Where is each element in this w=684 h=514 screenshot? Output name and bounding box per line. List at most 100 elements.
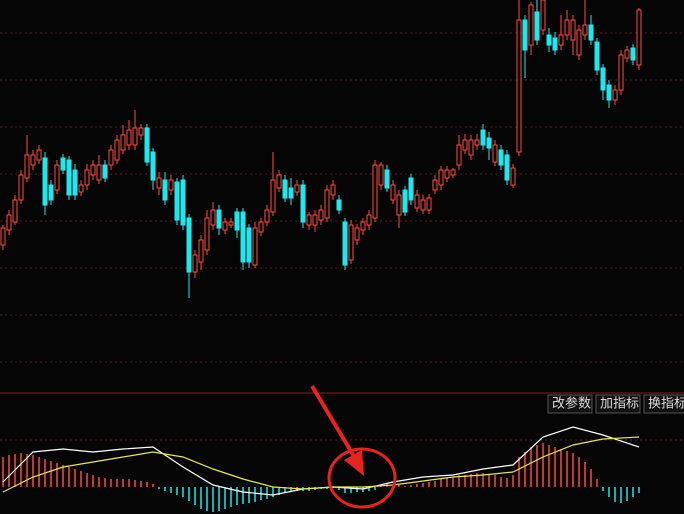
candle-body [168,179,174,191]
candle-body [42,157,48,206]
candle-body [582,24,588,36]
macd-line [2,436,640,493]
candle-body [30,154,36,166]
arrow-shaft [310,384,357,460]
candle-body [24,154,30,179]
candle-body [600,67,606,91]
candle-body [252,227,258,266]
candle-body [72,169,78,196]
button-label[interactable]: 加指标 [600,397,639,412]
candle-body [468,139,474,156]
candle-body [528,4,534,46]
candle-body [510,167,516,186]
candle-body [342,221,348,266]
candle-body [534,11,540,41]
candle-body [240,211,246,263]
candle-body [90,164,96,176]
candle-body [270,179,276,213]
candle-body [54,164,60,191]
candle-body [234,211,240,231]
candle-body [102,164,108,179]
candle-body [126,129,132,146]
candle-body [180,179,186,226]
annotation [310,384,397,509]
candle-body [486,137,492,149]
candle-body [18,174,24,201]
candle-body [312,214,318,226]
candle-body [570,19,576,41]
candle-body [450,169,456,176]
candle-body [432,179,438,191]
candle-body [108,149,114,166]
candle-body [288,187,294,199]
candle-body [0,227,6,246]
candle-body [546,34,552,46]
button-label[interactable]: 换指标 [648,397,684,412]
candle-body [96,164,102,181]
candle-body [84,169,90,186]
button-label[interactable]: 改参数 [552,396,591,412]
candle-body [276,174,282,189]
candle-body [576,29,582,56]
candle-body [336,199,342,211]
candle-body [558,34,564,46]
candle-body [114,139,120,161]
candle-body [120,134,126,151]
candle-body [480,129,486,146]
candle-body [552,37,558,51]
candle-body [66,159,72,196]
candle-body [282,179,288,199]
button[interactable] [547,394,593,414]
candle-body [258,221,264,233]
candle-body [588,24,594,41]
candle-body [150,151,156,181]
candle-body [636,9,642,66]
candle-body [144,127,150,163]
candle-body [6,214,12,231]
candle-body [420,199,426,211]
candle-body [606,84,612,101]
candle-body [210,209,216,226]
candle-body [516,19,522,153]
candle-body [198,239,204,263]
button[interactable] [595,394,641,414]
candle-body [186,217,192,273]
candle-body [354,227,360,241]
plot [0,0,642,512]
candle-body [222,221,228,231]
candle-body [174,181,180,221]
candle-body [156,177,162,189]
grid [0,32,684,441]
button[interactable] [643,394,684,414]
candle-body [390,184,396,201]
candle-body [402,189,408,213]
candle-body [246,227,252,263]
candle-body [162,179,168,201]
candle-body [618,54,624,91]
candle-body [378,164,384,186]
candle-body [504,154,510,181]
candle-body [132,127,138,146]
candle-body [522,19,528,51]
candle-body [264,209,270,223]
candle-body [426,197,432,211]
candle-body [366,214,372,226]
candle-body [204,217,210,251]
candle-body [408,177,414,201]
candle-body [492,144,498,163]
candle-body [360,221,366,231]
candle-body [396,194,402,216]
candle-body [138,127,144,136]
candle-body [612,89,618,101]
candle-body [216,209,222,229]
candle-body [372,164,378,219]
candle-body [444,169,450,179]
candle-body [36,149,42,161]
candle-body [12,199,18,223]
candle-body [318,209,324,221]
candle-body [462,139,468,151]
candle-body [348,224,354,261]
candle-body [594,41,600,71]
